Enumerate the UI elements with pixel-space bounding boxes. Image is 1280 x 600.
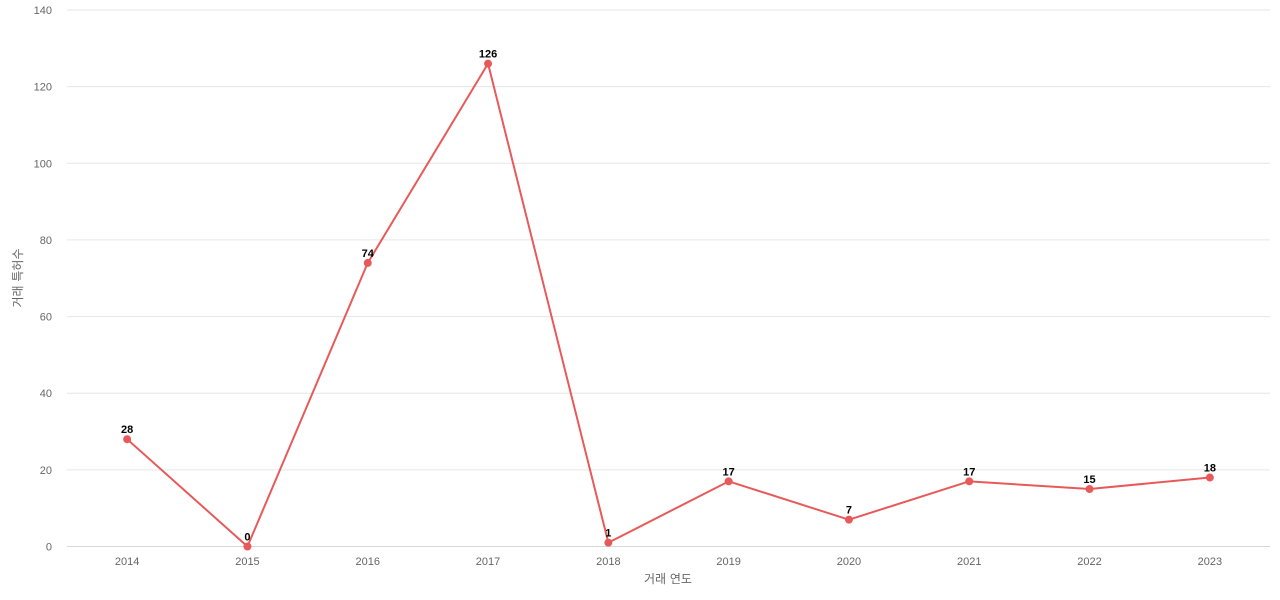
- x-tick-label-2018: 2018: [596, 556, 620, 568]
- data-label-2023: 18: [1204, 463, 1216, 475]
- data-point-2017[interactable]: [484, 59, 493, 68]
- data-label-2017: 126: [479, 49, 497, 61]
- y-tick-label-80: 80: [40, 235, 52, 247]
- data-point-2022[interactable]: [1085, 485, 1094, 494]
- data-label-2020: 7: [846, 505, 852, 517]
- data-point-2015[interactable]: [243, 542, 252, 551]
- x-tick-label-2022: 2022: [1077, 556, 1101, 568]
- y-tick-label-0: 0: [46, 542, 52, 554]
- x-axis-title: 거래 연도: [644, 572, 692, 586]
- x-tick-label-2014: 2014: [115, 556, 139, 568]
- data-point-2018[interactable]: [604, 538, 613, 547]
- series-line-0: [126, 62, 1210, 548]
- data-label-2018: 1: [605, 528, 611, 540]
- data-label-2015: 0: [244, 532, 250, 544]
- x-tick-label-2023: 2023: [1198, 556, 1222, 568]
- y-tick-label-100: 100: [34, 158, 52, 170]
- grid-lines: [67, 9, 1270, 547]
- data-point-2020[interactable]: [844, 515, 853, 524]
- y-tick-label-120: 120: [34, 82, 52, 94]
- y-tick-label-140: 140: [34, 5, 52, 17]
- data-point-2016[interactable]: [363, 258, 372, 267]
- y-tick-label-20: 20: [40, 465, 52, 477]
- data-point-2014[interactable]: [123, 435, 132, 444]
- y-axis-ticks: 0 20 40 60 80 100 120 140: [34, 5, 52, 554]
- data-labels: 28 0 74 126 1 17 7 17 15 18: [121, 49, 1216, 544]
- x-tick-label-2019: 2019: [716, 556, 740, 568]
- data-point-2019[interactable]: [724, 477, 733, 486]
- data-label-2022: 15: [1083, 474, 1095, 486]
- x-tick-label-2015: 2015: [235, 556, 259, 568]
- y-tick-label-60: 60: [40, 312, 52, 324]
- data-point-2021[interactable]: [965, 477, 974, 486]
- x-tick-label-2020: 2020: [837, 556, 861, 568]
- x-tick-label-2016: 2016: [356, 556, 380, 568]
- data-label-2014: 28: [121, 424, 133, 436]
- y-axis-title: 거래 특허수: [11, 248, 25, 307]
- data-label-2019: 17: [723, 466, 735, 478]
- data-series: [123, 59, 1214, 551]
- y-tick-label-40: 40: [40, 388, 52, 400]
- data-label-2021: 17: [963, 466, 975, 478]
- data-point-2023[interactable]: [1205, 473, 1214, 482]
- x-tick-label-2021: 2021: [957, 556, 981, 568]
- x-tick-label-2017: 2017: [476, 556, 500, 568]
- data-label-2016: 74: [362, 248, 375, 260]
- x-axis-ticks: 2014 2015 2016 2017 2018 2019 2020 2021 2022 2023: [115, 556, 1222, 568]
